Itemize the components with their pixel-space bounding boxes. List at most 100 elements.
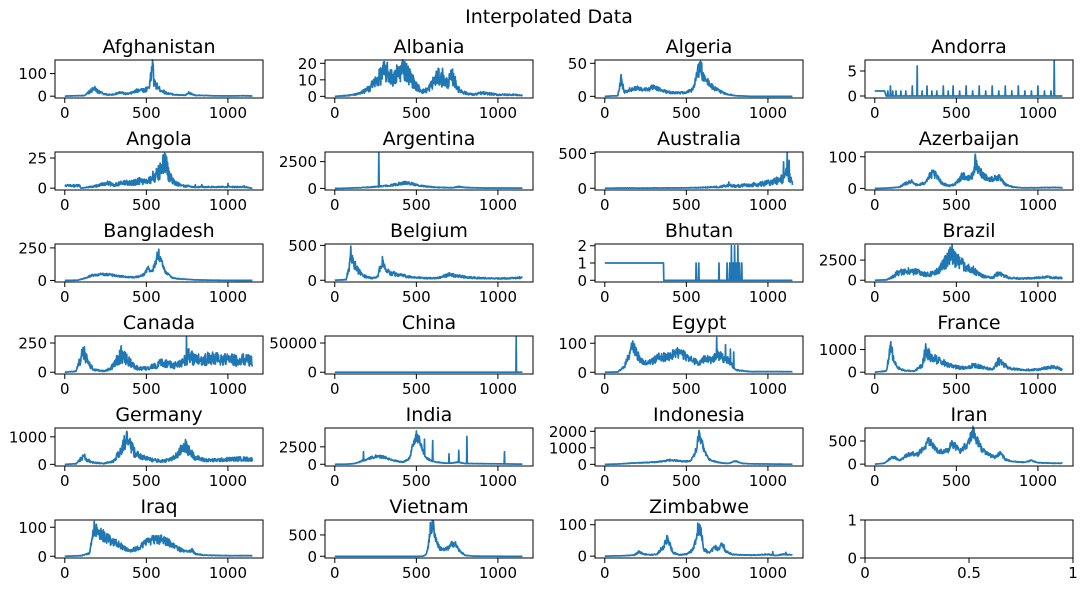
subplot-title: Andorra: [931, 36, 1007, 58]
y-tick-label: 0: [307, 272, 317, 290]
y-tick-label: 1: [577, 255, 587, 273]
y-tick-label: 500: [288, 526, 317, 544]
y-tick-label: 2500: [279, 438, 317, 456]
y-tick-label: 0: [307, 180, 317, 198]
x-tick-label: 1000: [1019, 288, 1057, 306]
subplot-vietnam: Vietnam 0 500 1000 0 500: [288, 496, 534, 582]
axes-frame: [864, 151, 1074, 191]
x-tick-label: 1000: [1019, 380, 1057, 398]
y-tick-label: 0: [307, 364, 317, 382]
x-tick-label: 0: [330, 104, 340, 122]
y-tick-label: 1000: [9, 428, 47, 446]
series-line-indonesia: [604, 429, 793, 466]
series-line-iraq: [64, 520, 253, 558]
subplot-bhutan: Bhutan 0 500 1000 012: [577, 220, 804, 306]
axes-frame: [594, 427, 804, 467]
x-tick-label: 500: [672, 104, 701, 122]
subplot-bangladesh: Bangladesh 0 500 1000 0 250: [18, 220, 264, 306]
series-line-bhutan: [604, 244, 793, 282]
x-tick-label: 500: [942, 288, 971, 306]
x-tick-label: 0: [330, 196, 340, 214]
x-tick-label: 1000: [749, 380, 787, 398]
x-tick-label: 500: [402, 380, 431, 398]
x-tick-label: 1000: [749, 104, 787, 122]
series-line-andorra: [874, 60, 1063, 97]
y-tick-label: 0: [307, 548, 317, 566]
subplot-afghanistan: Afghanistan 0 500 1000 0 100: [18, 36, 264, 122]
x-tick-label: 500: [672, 380, 701, 398]
subplot-argentina: Argentina 0 500 1000 0 2500: [279, 128, 534, 214]
y-tick-label: 0: [577, 548, 587, 566]
y-tick-label: 0: [37, 548, 47, 566]
axes-frame: [54, 519, 264, 559]
x-tick-label: 0: [60, 104, 70, 122]
x-tick-label: 0: [330, 472, 340, 490]
y-tick-label: 2000: [549, 423, 587, 441]
x-tick-label: 1000: [749, 288, 787, 306]
axes-frame: [594, 335, 804, 375]
axes-frame: [54, 243, 264, 283]
x-tick-label: 500: [132, 564, 161, 582]
axes-frame: [864, 59, 1074, 99]
subplot-title: Canada: [123, 312, 195, 334]
series-line-argentina: [334, 152, 523, 190]
figure-title: Interpolated Data: [465, 6, 633, 28]
subplot-china: China 0 500 1000 0 50000: [269, 312, 534, 398]
x-tick-label: 1000: [1019, 472, 1057, 490]
y-tick-label: 0: [577, 364, 587, 382]
x-tick-label: 0: [60, 472, 70, 490]
x-tick-label: 500: [132, 104, 161, 122]
subplot-title: Algeria: [666, 36, 733, 58]
y-tick-label: 0: [37, 456, 47, 474]
x-tick-label: 0: [600, 288, 610, 306]
subplot-egypt: Egypt 0 500 1000 0 100: [558, 312, 804, 398]
y-tick-label: 0: [847, 364, 857, 382]
x-tick-label: 500: [402, 288, 431, 306]
subplot-title: Azerbaijan: [919, 128, 1019, 150]
y-tick-label: 100: [558, 335, 587, 353]
x-tick-label: 1000: [479, 104, 517, 122]
subplot-title: Bhutan: [665, 220, 733, 242]
y-tick-label: 0: [847, 272, 857, 290]
axes-frame: [54, 335, 264, 375]
subplot-title: Bangladesh: [103, 220, 214, 242]
subplot-empty: 0 0.5 1 0 1: [847, 512, 1077, 583]
y-tick-label: 0: [847, 456, 857, 474]
y-tick-label: 2500: [279, 153, 317, 171]
x-tick-label: 500: [132, 196, 161, 214]
subplot-brazil: Brazil 0 500 1000 0 2500: [819, 220, 1074, 306]
x-tick-label: 0: [600, 104, 610, 122]
x-tick-label: 500: [672, 564, 701, 582]
y-tick-label: 500: [828, 432, 857, 450]
y-tick-label: 1: [847, 512, 857, 530]
series-line-zimbabwe: [604, 522, 793, 557]
series-line-angola: [64, 152, 253, 190]
axes-frame: [54, 427, 264, 467]
subplot-title: India: [406, 404, 453, 426]
y-tick-label: 0: [307, 456, 317, 474]
axes-frame: [864, 427, 1074, 467]
series-line-belgium: [334, 245, 523, 282]
subplot-title: Angola: [126, 128, 192, 150]
x-tick-label: 1000: [209, 564, 247, 582]
x-tick-label: 0: [330, 288, 340, 306]
series-line-iran: [874, 425, 1063, 465]
x-tick-label: 500: [402, 564, 431, 582]
subplot-andorra: Andorra 0 500 1000 0 5: [847, 36, 1074, 122]
subplot-australia: Australia 0 500 1000 0 500: [558, 128, 804, 214]
x-tick-label: 500: [942, 380, 971, 398]
axes-frame: [324, 519, 534, 559]
x-tick-label: 1: [1068, 564, 1078, 582]
series-line-vietnam: [334, 520, 523, 558]
x-tick-label: 0: [60, 380, 70, 398]
y-tick-label: 10: [298, 71, 317, 89]
y-tick-label: 0: [37, 88, 47, 106]
axes-frame: [594, 59, 804, 99]
x-tick-label: 0: [870, 196, 880, 214]
subplot-azerbaijan: Azerbaijan 0 500 1000 0 100: [828, 128, 1074, 214]
x-tick-label: 500: [942, 104, 971, 122]
x-tick-label: 500: [672, 196, 701, 214]
series-line-algeria: [604, 60, 793, 98]
